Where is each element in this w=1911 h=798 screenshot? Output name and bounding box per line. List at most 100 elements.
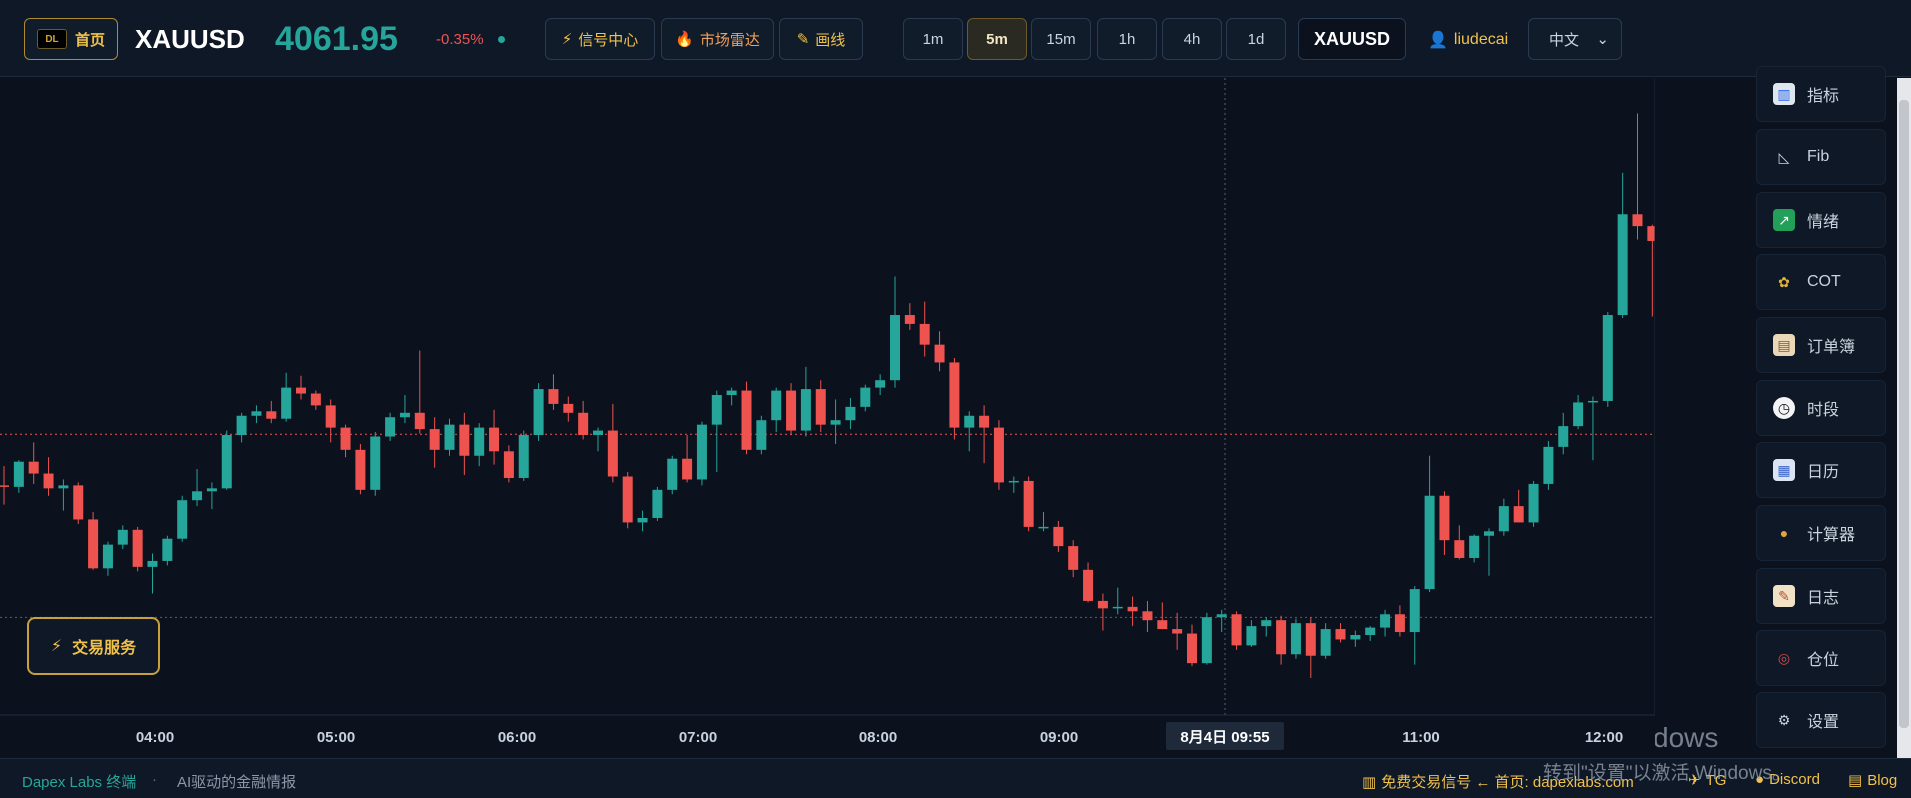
- candle-body: [593, 430, 603, 436]
- x-tick-label: 09:00: [1040, 729, 1078, 746]
- candle-body: [1484, 531, 1494, 536]
- candle-body: [281, 387, 292, 419]
- candle-body: [325, 405, 336, 428]
- candle-body: [667, 458, 678, 490]
- candle-body: [890, 315, 900, 381]
- user-icon: 👤: [1428, 32, 1448, 49]
- candle-body: [132, 529, 143, 567]
- candle-body: [1558, 426, 1569, 447]
- candlestick-chart[interactable]: 4084.004080.004076.004072.004068.004064.…: [0, 78, 1743, 718]
- footer-discord-link[interactable]: ● Discord: [1755, 771, 1820, 788]
- candle-body: [964, 415, 975, 428]
- candle-body: [1454, 540, 1465, 558]
- sidebar-item-cot[interactable]: ✿ COT: [1756, 254, 1886, 310]
- footer-separator: ·: [152, 771, 157, 788]
- sidebar-item-sentiment[interactable]: ↗ 情绪: [1756, 192, 1886, 248]
- live-status-dot: [498, 36, 505, 43]
- footer-blog-link[interactable]: ▤ Blog: [1848, 771, 1898, 790]
- candle-body: [1513, 506, 1524, 523]
- candle-body: [444, 424, 455, 450]
- candle-body: [786, 390, 797, 431]
- flame-icon: 🔥: [675, 31, 694, 48]
- timeframe-1d[interactable]: 1d: [1226, 18, 1286, 60]
- sidebar-item-journal[interactable]: ✎ 日志: [1756, 568, 1886, 624]
- sidebar-item-label: COT: [1807, 273, 1841, 290]
- candle-body: [637, 517, 648, 523]
- sidebar-item-fib[interactable]: ◺ Fib: [1756, 129, 1886, 185]
- candle-body: [1528, 483, 1539, 523]
- footer-blog-text: Blog: [1867, 771, 1898, 789]
- timeframe-1m[interactable]: 1m: [903, 18, 963, 60]
- sidebar-item-settings[interactable]: ⚙ 设置: [1756, 692, 1886, 748]
- candle-body: [1216, 614, 1227, 618]
- candle-body: [1350, 635, 1361, 640]
- candle-body: [1409, 589, 1420, 633]
- footer-brand[interactable]: Dapex Labs 终端: [22, 774, 137, 791]
- home-label: 首页: [74, 31, 105, 49]
- market-radar-label: 市场雷达: [699, 31, 760, 49]
- corn-icon: ✿: [1778, 273, 1790, 290]
- candle-body: [28, 461, 39, 474]
- footer-signal-link[interactable]: ▥ 免费交易信号 ← 首页: dapexlabs.com: [1362, 771, 1634, 792]
- trade-service-button[interactable]: ⚡ 交易服务: [27, 617, 160, 675]
- calendar-icon: ▦: [1773, 459, 1795, 481]
- footer-tg-link[interactable]: ✈ TG: [1688, 771, 1727, 790]
- sidebar-item-orderbook[interactable]: ▤ 订单簿: [1756, 317, 1886, 373]
- chevron-down-icon: ⌄: [1596, 31, 1609, 48]
- signal-center-label: 信号中心: [578, 31, 639, 49]
- candle-body: [904, 315, 915, 324]
- sidebar-item-calculator[interactable]: ● 计算器: [1756, 505, 1886, 561]
- journal-icon: ✎: [1773, 585, 1795, 607]
- sidebar-item-label: 日志: [1807, 590, 1840, 607]
- trend-chart-icon: ↗: [1773, 209, 1795, 231]
- candle-body: [1305, 623, 1316, 656]
- scrollbar-thumb[interactable]: [1899, 100, 1909, 728]
- candle-body: [696, 424, 707, 480]
- draw-line-label: 画线: [815, 31, 846, 49]
- timeframe-5m[interactable]: 5m: [967, 18, 1027, 60]
- candle-body: [1112, 606, 1123, 609]
- candle-body: [1231, 614, 1242, 646]
- footer-bar: Dapex Labs 终端 · AI驱动的金融情报 ▥ 免费交易信号 ← 首页: …: [0, 758, 1911, 798]
- price-change: -0.35%: [436, 31, 484, 48]
- sidebar-item-sessions[interactable]: ◷ 时段: [1756, 380, 1886, 436]
- candle-body: [1320, 629, 1331, 656]
- candle-body: [1157, 620, 1168, 630]
- candle-body: [1290, 623, 1301, 655]
- signal-center-button[interactable]: ⚡ 信号中心: [545, 18, 655, 60]
- x-tick-label: 07:00: [679, 729, 717, 746]
- sidebar-item-indicators[interactable]: ▥ 指标: [1756, 66, 1886, 122]
- paper-plane-icon: ✈: [1688, 772, 1701, 789]
- candle-body: [830, 420, 841, 425]
- candle-body: [875, 380, 886, 388]
- candle-body: [399, 412, 410, 418]
- timeframe-4h[interactable]: 4h: [1162, 18, 1222, 60]
- candle-body: [0, 485, 9, 487]
- timeframe-1h[interactable]: 1h: [1097, 18, 1157, 60]
- candle-body: [1632, 214, 1643, 227]
- candle-body: [1647, 226, 1658, 241]
- language-select[interactable]: 中文 ⌄: [1528, 18, 1622, 60]
- candle-body: [1097, 600, 1108, 609]
- sidebar-item-label: 仓位: [1807, 652, 1840, 669]
- sidebar-item-positions[interactable]: ◎ 仓位: [1756, 630, 1886, 686]
- sidebar-item-label: 日历: [1807, 464, 1840, 481]
- candle-body: [310, 393, 321, 406]
- user-menu[interactable]: 👤 liudecai: [1428, 30, 1508, 50]
- candle-body: [919, 323, 930, 345]
- sidebar-item-label: 时段: [1807, 402, 1840, 419]
- time-axis: 04:00 05:00 06:00 07:00 08:00 09:00 11:00 12:00…: [0, 718, 1655, 758]
- timeframe-15m[interactable]: 15m: [1031, 18, 1091, 60]
- x-tick-label: 11:00: [1402, 729, 1440, 746]
- draw-line-button[interactable]: ✎ 画线: [779, 18, 863, 60]
- footer-tg-text: TG: [1705, 771, 1727, 789]
- home-button[interactable]: DL 首页: [24, 18, 118, 60]
- market-radar-button[interactable]: 🔥 市场雷达: [661, 18, 774, 60]
- price-chart[interactable]: 4084.004080.004076.004072.004068.004064.…: [0, 78, 1743, 718]
- sidebar-item-label: 计算器: [1807, 527, 1856, 544]
- clipboard-icon: ▤: [1773, 334, 1795, 356]
- symbol-input[interactable]: XAUUSD: [1298, 18, 1406, 60]
- candle-body: [1498, 506, 1509, 532]
- ruler-triangle-icon: ◺: [1778, 148, 1790, 165]
- sidebar-item-calendar[interactable]: ▦ 日历: [1756, 442, 1886, 498]
